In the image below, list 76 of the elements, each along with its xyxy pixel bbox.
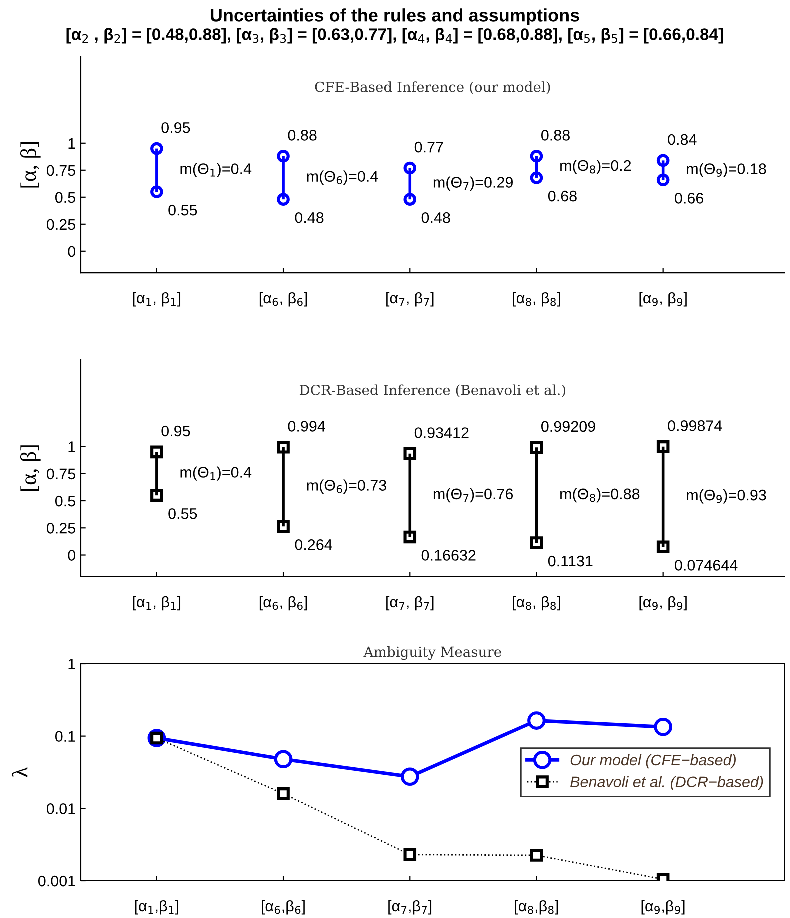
y-tick-label: 0.01 <box>46 804 76 814</box>
annotation: 0.77 <box>414 142 444 153</box>
y-tick-label: 0.75 <box>46 468 76 480</box>
legend-label: Benavoli et al. (DCR−based) <box>570 776 764 791</box>
x-tick-label: [α$_{6}$, β$_{6}$] <box>260 292 308 307</box>
x-tick-label: [α$_{7}$, β$_{7}$] <box>386 292 434 307</box>
point <box>400 768 420 786</box>
y-axis-title: [α, β] <box>20 446 41 492</box>
text: [α$_{2}$ , β$_{2}$] = [0.48,0.88], [α$_{3}$, β$_{3}$] = [0.63,0.77], [α$_{4}$, β$_{4}$] = [0.68,0.88], [α$_{5}$, β$_{5}$] = [0.66,0.84] <box>66 28 724 44</box>
point <box>528 712 546 730</box>
annotation: 0.264 <box>295 540 332 550</box>
annotation: 0.93412 <box>414 428 469 438</box>
x-tick-label: [α$_{9}$,β$_{9}$] <box>642 900 685 915</box>
annotation: 0.66 <box>675 193 704 204</box>
annotation: m(Θ$_{8}$)=0.88 <box>560 488 640 503</box>
x-tick-label: [α$_{1}$, β$_{1}$] <box>133 596 181 611</box>
annotation: CFE-Based Inference (our model) <box>315 82 550 94</box>
x-tick-label: [α$_{9}$, β$_{9}$] <box>640 596 687 611</box>
y-tick-label: 1 <box>68 442 76 452</box>
annotation: m(Θ$_{6}$)=0.73 <box>307 480 386 494</box>
annotation: 0.99874 <box>668 420 722 432</box>
y-tick-label: 0.25 <box>46 523 76 534</box>
annotation: 0.68 <box>548 190 577 202</box>
y-tick-label: 0 <box>68 550 76 561</box>
chart-title: Uncertainties of the rules and assumptions <box>210 8 580 26</box>
annotation: 0.55 <box>168 508 198 520</box>
legend-label: Our model (CFE−based) <box>570 754 736 769</box>
annotation: 0.48 <box>295 212 324 224</box>
x-tick-label: [α$_{8}$, β$_{8}$] <box>513 292 560 307</box>
annotation: m(Θ$_{1}$)=0.4 <box>180 466 252 481</box>
x-tick-label: [α$_{6}$, β$_{6}$] <box>260 596 308 611</box>
annotation: 0.074644 <box>675 560 738 571</box>
annotation: 0.48 <box>422 212 450 224</box>
annotation: 0.1131 <box>548 556 593 567</box>
y-axis-title: λ <box>12 767 28 778</box>
y-tick-label: 0.75 <box>46 165 76 176</box>
y-tick-label: 0.5 <box>55 496 76 507</box>
x-tick-label: [α$_{9}$, β$_{9}$] <box>640 292 687 307</box>
x-tick-label: [α$_{7}$,β$_{7}$] <box>388 900 432 915</box>
y-tick-label: 1 <box>68 659 76 670</box>
x-tick-label: [α$_{1}$,β$_{1}$] <box>135 900 178 915</box>
annotation: m(Θ$_{7}$)=0.29 <box>434 176 514 191</box>
x-tick-label: [α$_{7}$, β$_{7}$] <box>386 596 434 611</box>
annotation: m(Θ$_{8}$)=0.2 <box>560 160 632 174</box>
y-tick-label: 0.1 <box>55 731 76 742</box>
y-tick-label: 0.001 <box>38 876 76 887</box>
annotation: 0.88 <box>541 130 570 141</box>
annotation: 0.99209 <box>541 421 596 432</box>
annotation: m(Θ$_{6}$)=0.4 <box>307 170 378 186</box>
x-tick-label: [α$_{8}$,β$_{8}$] <box>515 900 558 915</box>
point <box>274 750 293 769</box>
point <box>277 788 290 800</box>
annotation: 0.994 <box>288 421 326 432</box>
x-tick-label: [α$_{6}$,β$_{6}$] <box>262 900 305 915</box>
y-tick-label: 0.5 <box>55 192 76 204</box>
point <box>530 849 544 862</box>
annotation: 0.95 <box>162 122 190 134</box>
annotation: m(Θ$_{1}$)=0.4 <box>180 163 252 178</box>
y-tick-label: 0 <box>68 246 76 258</box>
chart-title: Ambiguity Measure <box>364 646 502 660</box>
y-axis-title: [α, β] <box>20 142 41 188</box>
annotation: m(Θ$_{7}$)=0.76 <box>434 488 514 503</box>
annotation: 0.55 <box>168 204 198 216</box>
annotation: 0.95 <box>162 426 190 437</box>
annotation: 0.16632 <box>422 550 476 561</box>
y-tick-label: 0.25 <box>46 219 76 230</box>
text: DCR-Based Inference (Benavoli et al.) <box>300 384 566 398</box>
point <box>404 848 417 862</box>
annotation: 0.88 <box>288 130 317 141</box>
x-tick-label: [α$_{8}$, β$_{8}$] <box>513 596 560 611</box>
y-tick-label: 1 <box>68 138 76 149</box>
point <box>654 718 672 736</box>
x-tick-label: [α$_{1}$, β$_{1}$] <box>133 292 181 307</box>
annotation: m(Θ$_{9}$)=0.18 <box>687 163 766 178</box>
annotation: m(Θ$_{9}$)=0.93 <box>687 489 766 504</box>
annotation: 0.84 <box>668 134 697 146</box>
